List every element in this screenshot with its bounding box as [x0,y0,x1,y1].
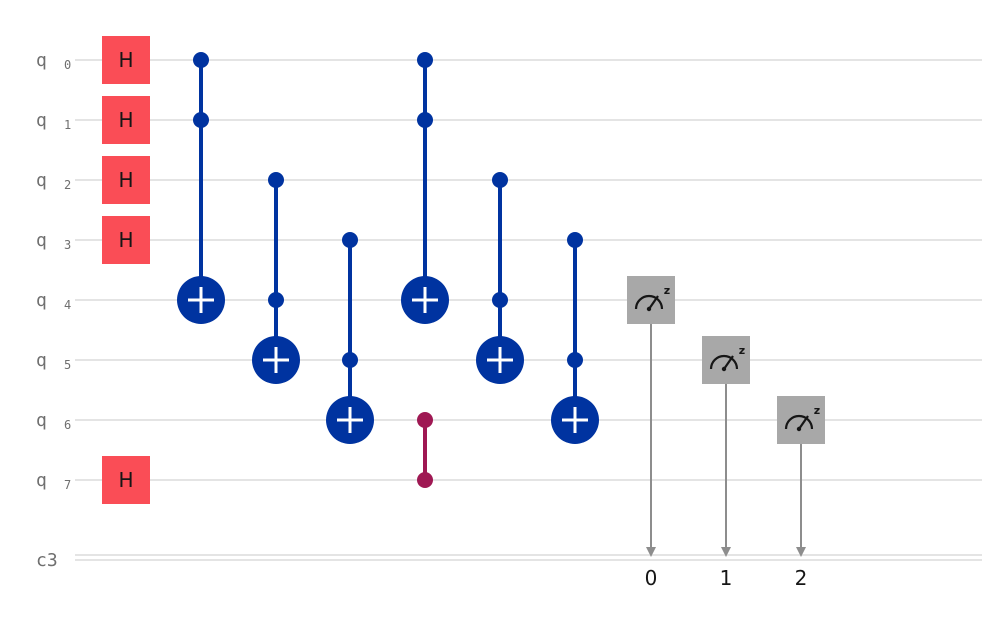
control-dot-q0-g0 [193,52,209,68]
classical-bit-label-1: 1 [720,566,733,590]
control-dot-q1-g0 [193,112,209,128]
meter-icon: z [784,404,820,432]
meter-arc [634,294,664,310]
classical-register-label: c3 [36,550,58,571]
hadamard-label-q0: H [118,48,133,72]
measure-gate-q4 [627,276,675,324]
qubit-index-0: 0 [64,58,71,72]
control-dot-q2-g1 [268,172,284,188]
meter-icon: z [709,344,745,372]
measure-basis-label: z [664,284,670,297]
measurements: z 0 z 1 z 2 [627,276,825,590]
cz-dot-q7-g4 [417,472,433,488]
hadamard-label-q1: H [118,108,133,132]
control-dot-q4-g5 [492,292,508,308]
measure-basis-label: z [739,344,745,357]
meter-needle [648,295,659,310]
hadamard-gate-q7 [102,456,150,504]
measure-arrowhead-1 [721,547,731,557]
meter-needle [798,415,809,430]
measure-arrowhead-0 [646,547,656,557]
hadamard-label-q3: H [118,228,133,252]
qubit-index-6: 6 [64,418,71,432]
cz-dot-q6-g4 [417,412,433,428]
meter-icon: z [634,284,670,312]
meter-needle [723,355,734,370]
qubit-wires [75,59,982,481]
measure-arrowhead-2 [796,547,806,557]
meter-pivot [646,306,652,312]
classical-wire [75,554,982,561]
hadamard-gate-q0 [102,36,150,84]
control-dot-q4-g1 [268,292,284,308]
hadamard-label-q7: H [118,468,133,492]
qubit-label-3: q [36,230,47,251]
qubit-label-1: q [36,110,47,131]
hadamard-gate-q2 [102,156,150,204]
control-dot-q3-g2 [342,232,358,248]
measure-gate-q5 [702,336,750,384]
meter-arc [784,414,814,430]
control-dot-q3-g6 [567,232,583,248]
qubit-index-5: 5 [64,358,71,372]
qubit-label-0: q [36,50,47,71]
qubit-label-7: q [36,470,47,491]
qubit-index-4: 4 [64,298,71,312]
measure-gate-q6 [777,396,825,444]
classical-bit-label-2: 2 [795,566,808,590]
hadamard-label-q2: H [118,168,133,192]
meter-arc [709,354,739,370]
qubit-index-3: 3 [64,238,71,252]
register-labels: q 0 q 1 q 2 q 3 q 4 q 5 q 6 q 7 c3 [36,50,71,571]
meter-pivot [796,426,802,432]
qubit-label-6: q [36,410,47,431]
control-dot-q2-g5 [492,172,508,188]
meter-pivot [721,366,727,372]
hadamard-gate-q3 [102,216,150,264]
qubit-label-2: q [36,170,47,191]
classical-bit-label-0: 0 [645,566,658,590]
control-dot-q1-g3 [417,112,433,128]
qubit-label-5: q [36,350,47,371]
qubit-label-4: q [36,290,47,311]
gates: H H H H H [102,36,599,504]
measure-basis-label: z [814,404,820,417]
control-dot-q5-g2 [342,352,358,368]
qubit-index-7: 7 [64,478,71,492]
control-dot-q0-g3 [417,52,433,68]
qubit-index-2: 2 [64,178,71,192]
control-dot-q5-g6 [567,352,583,368]
hadamard-gate-q1 [102,96,150,144]
qubit-index-1: 1 [64,118,71,132]
